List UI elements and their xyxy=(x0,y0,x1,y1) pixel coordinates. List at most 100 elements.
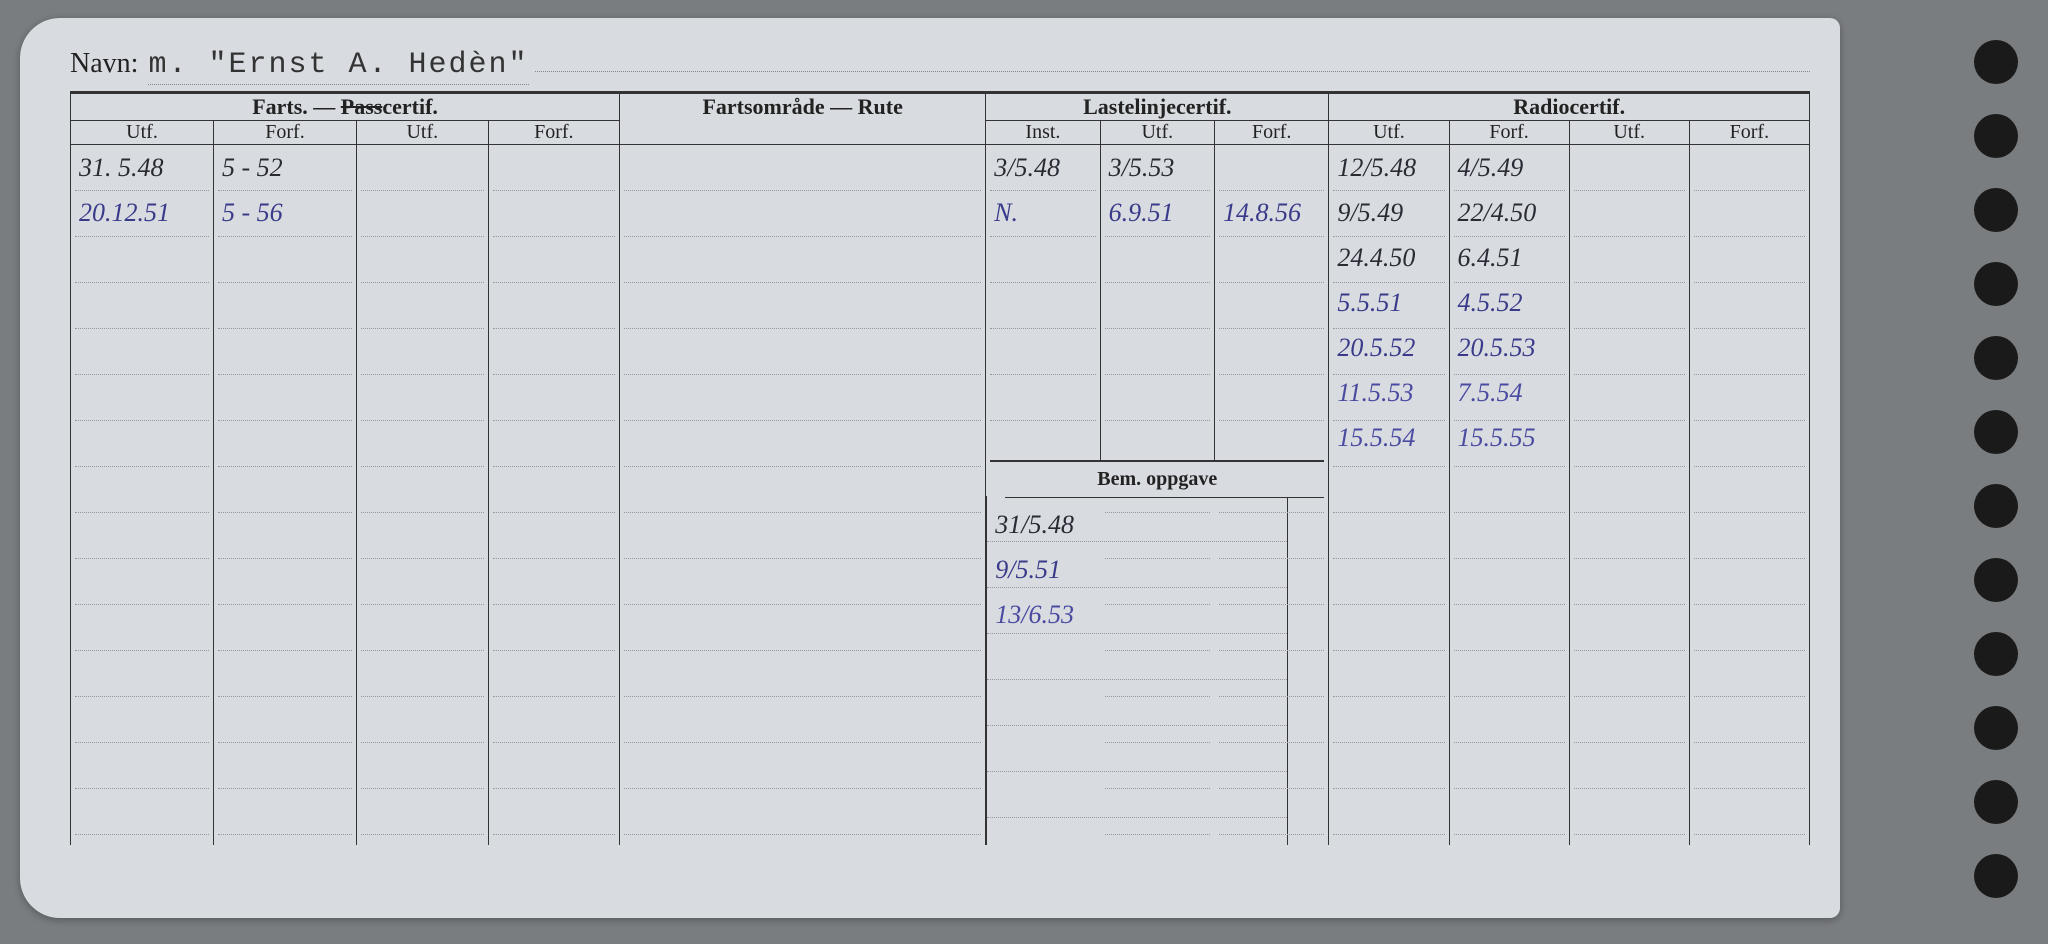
dotted-row xyxy=(1454,789,1565,835)
dotted-row xyxy=(75,605,209,651)
dotted-row xyxy=(361,789,484,835)
dotted-row xyxy=(1454,559,1565,605)
dotted-column: 4/5.4922/4.506.4.514.5.5220.5.537.5.5415… xyxy=(1454,145,1565,845)
hole xyxy=(1974,188,2018,232)
dotted-row xyxy=(1694,329,1805,375)
dotted-row xyxy=(1219,697,1324,743)
dotted-row xyxy=(75,789,209,835)
dotted-row xyxy=(493,467,616,513)
handwritten-entry: 7.5.54 xyxy=(1458,370,1561,415)
dotted-row xyxy=(624,467,981,513)
dotted-row xyxy=(1105,605,1210,651)
dotted-row xyxy=(493,283,616,329)
header-farts: Farts. — Passcertif. xyxy=(71,94,620,121)
dotted-row xyxy=(493,651,616,697)
dotted-row xyxy=(1105,789,1210,835)
dotted-row xyxy=(218,605,352,651)
dotted-row xyxy=(1694,605,1805,651)
dotted-row xyxy=(624,651,981,697)
dotted-row xyxy=(1694,697,1805,743)
dotted-row xyxy=(1574,467,1685,513)
sub-laste-utf: Utf. xyxy=(1100,121,1214,145)
dotted-column xyxy=(1694,145,1805,845)
dotted-row xyxy=(75,467,209,513)
dotted-row xyxy=(1574,605,1685,651)
dotted-row xyxy=(493,559,616,605)
handwritten-entry: 12/5.48 xyxy=(1337,145,1440,190)
dotted-column: 14.8.56 xyxy=(1219,145,1324,845)
dotted-row xyxy=(218,467,352,513)
dotted-row xyxy=(361,237,484,283)
dotted-row xyxy=(1219,651,1324,697)
dotted-row xyxy=(493,697,616,743)
dotted-row xyxy=(624,697,981,743)
col-fartsomrade xyxy=(620,145,986,846)
dotted-row xyxy=(624,513,981,559)
header-fartsomrade: Fartsområde — Rute xyxy=(620,94,986,145)
dotted-row xyxy=(361,191,484,237)
dotted-row xyxy=(218,789,352,835)
col-farts-forf2 xyxy=(488,145,620,846)
dotted-row xyxy=(493,605,616,651)
dotted-row xyxy=(1105,651,1210,697)
col-radio-utf1: 12/5.489/5.4924.4.505.5.5120.5.5211.5.53… xyxy=(1329,145,1449,846)
binder-holes xyxy=(1974,40,2018,898)
hole xyxy=(1974,336,2018,380)
handwritten-entry: 20.5.53 xyxy=(1458,325,1561,370)
hole xyxy=(1974,484,2018,528)
dotted-row xyxy=(624,559,981,605)
dotted-row xyxy=(493,743,616,789)
group-header-row: Farts. — Passcertif. Fartsområde — Rute … xyxy=(71,94,1810,121)
dotted-row xyxy=(493,237,616,283)
header-lastelinje: Lastelinjecertif. xyxy=(986,94,1329,121)
dotted-row xyxy=(1333,697,1444,743)
col-farts-utf2 xyxy=(357,145,489,846)
hole xyxy=(1974,410,2018,454)
dotted-row xyxy=(218,329,352,375)
dotted-row xyxy=(361,605,484,651)
dotted-row xyxy=(361,145,484,191)
hole xyxy=(1974,262,2018,306)
dotted-column xyxy=(1574,145,1685,845)
dotted-column: 3/5.536.9.51Bem. oppgave xyxy=(1105,145,1210,845)
dotted-row xyxy=(493,789,616,835)
dotted-row xyxy=(493,329,616,375)
dotted-row xyxy=(361,743,484,789)
dotted-row xyxy=(1105,743,1210,789)
dotted-row xyxy=(361,375,484,421)
handwritten-entry: 5 - 52 xyxy=(222,145,348,190)
dotted-row xyxy=(1574,145,1685,191)
dotted-row xyxy=(1574,513,1685,559)
dotted-row xyxy=(75,283,209,329)
dotted-row xyxy=(1694,375,1805,421)
hole xyxy=(1974,632,2018,676)
dotted-row xyxy=(75,375,209,421)
dotted-row xyxy=(1574,191,1685,237)
name-value: m. "Ernst A. Hedèn" xyxy=(148,48,528,85)
dotted-row xyxy=(361,467,484,513)
dotted-row xyxy=(990,283,1095,329)
dotted-row xyxy=(1105,283,1210,329)
dotted-row xyxy=(1219,329,1324,375)
dotted-row xyxy=(218,237,352,283)
dotted-row xyxy=(361,651,484,697)
hole xyxy=(1974,558,2018,602)
dotted-row xyxy=(1105,237,1210,283)
dotted-row xyxy=(218,375,352,421)
dotted-row xyxy=(624,375,981,421)
handwritten-entry: 3/5.48 xyxy=(994,145,1091,190)
sub-radio-forf1: Forf. xyxy=(1449,121,1569,145)
dotted-row xyxy=(218,559,352,605)
dotted-row xyxy=(361,697,484,743)
dotted-row xyxy=(1219,789,1324,835)
dotted-row xyxy=(624,237,981,283)
dotted-row xyxy=(218,513,352,559)
dotted-row xyxy=(75,237,209,283)
dotted-row xyxy=(1694,237,1805,283)
handwritten-entry: 31. 5.48 xyxy=(79,145,205,190)
dotted-row xyxy=(990,375,1095,421)
dotted-row xyxy=(493,145,616,191)
name-label: Navn: xyxy=(70,48,138,80)
dotted-row xyxy=(624,145,981,191)
dotted-row xyxy=(1694,283,1805,329)
